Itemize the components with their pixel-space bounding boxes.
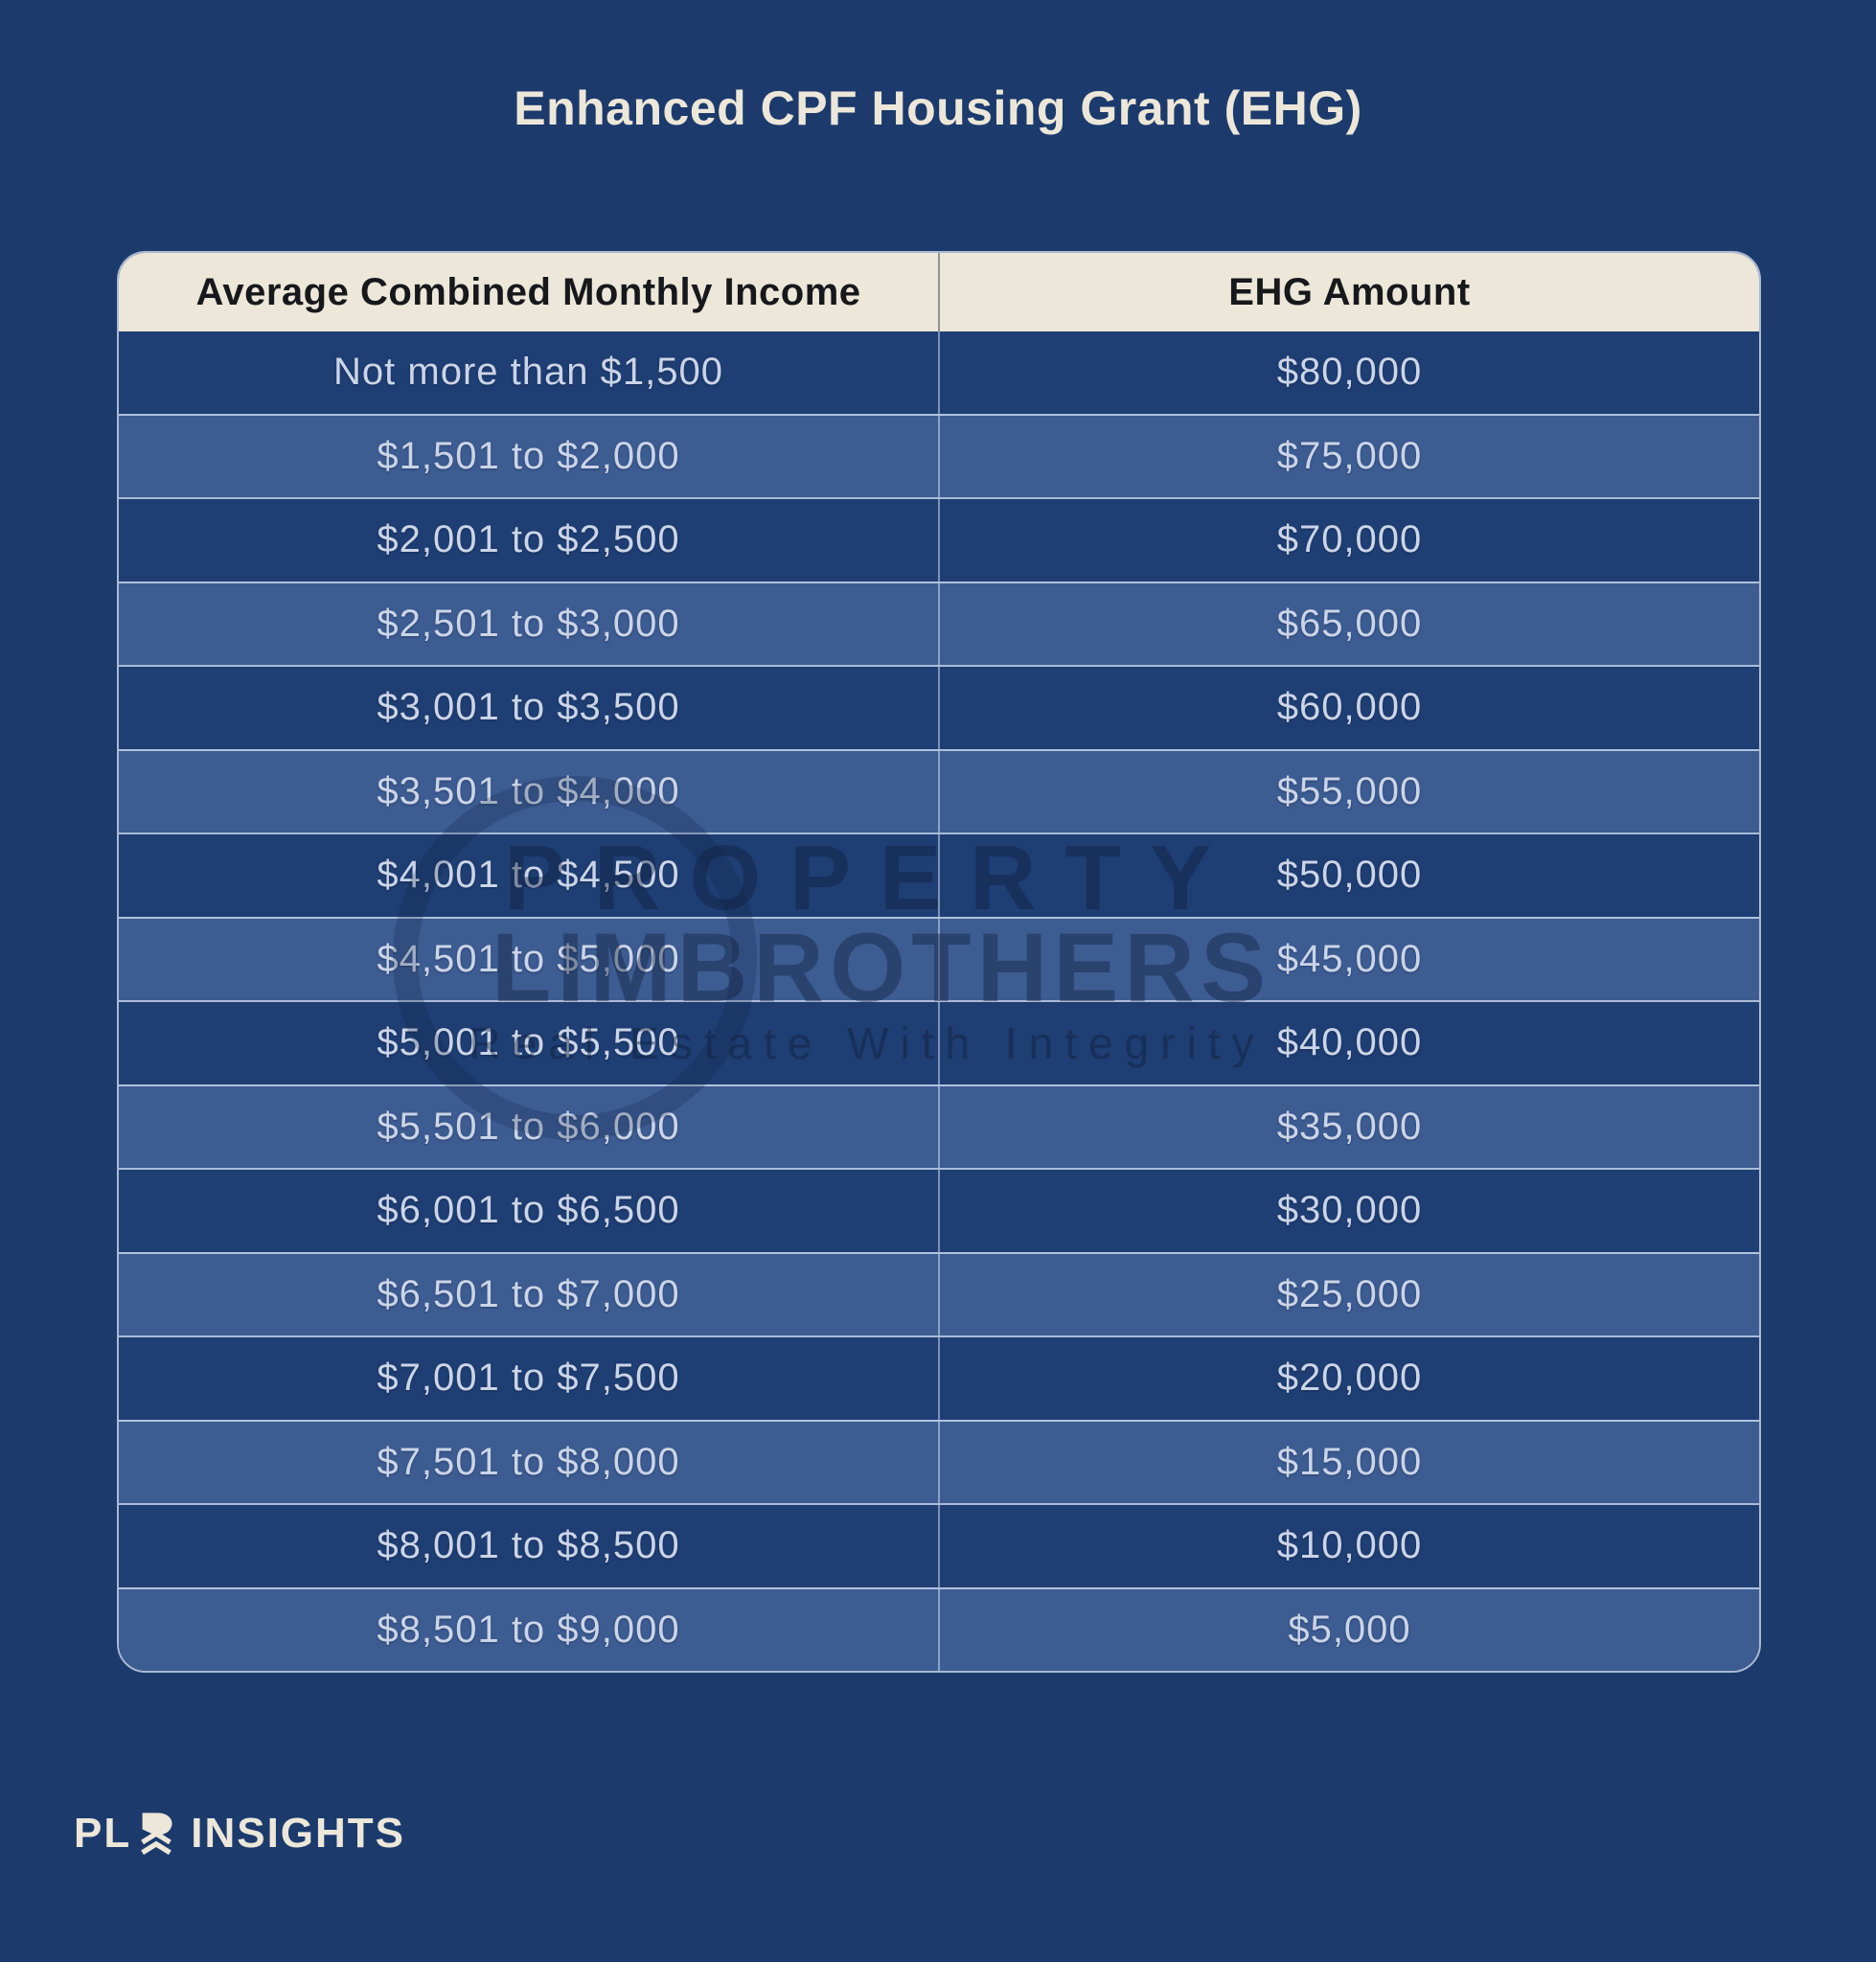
logo-insights-text: INSIGHTS <box>191 1810 406 1857</box>
income-cell: $2,501 to $3,000 <box>119 582 940 665</box>
table-row: $6,501 to $7,000 $25,000 <box>119 1251 1759 1335</box>
amount-cell: $5,000 <box>1288 1608 1411 1651</box>
amount-cell: $25,000 <box>1276 1272 1423 1315</box>
table-row: $7,001 to $7,500 $20,000 <box>119 1335 1759 1420</box>
income-cell: $4,501 to $5,000 <box>119 918 940 1000</box>
income-cell: $8,501 to $9,000 <box>119 1588 940 1671</box>
page-title: Enhanced CPF Housing Grant (EHG) <box>514 81 1362 135</box>
amount-cell: $40,000 <box>1276 1021 1423 1064</box>
amount-cell: $65,000 <box>1276 602 1423 645</box>
amount-cell: $70,000 <box>1276 518 1423 561</box>
income-cell: $3,501 to $4,000 <box>119 750 940 833</box>
amount-cell: $35,000 <box>1276 1105 1423 1148</box>
income-cell: $1,501 to $2,000 <box>119 415 940 497</box>
amount-cell: $80,000 <box>1276 351 1423 394</box>
plb-insights-logo: PL INSIGHTS <box>74 1809 405 1859</box>
table-body: Not more than $1,500 $80,000 $1,501 to $… <box>119 331 1759 1671</box>
amount-cell: $45,000 <box>1276 937 1423 980</box>
amount-cell: $75,000 <box>1276 434 1423 477</box>
table-row: $3,501 to $4,000 $55,000 <box>119 748 1759 833</box>
table-row: $6,001 to $6,500 $30,000 <box>119 1168 1759 1252</box>
table-row: $5,001 to $5,500 $40,000 <box>119 1000 1759 1084</box>
income-cell: $6,501 to $7,000 <box>119 1253 940 1335</box>
ehg-grant-table: Average Combined Monthly Income EHG Amou… <box>117 251 1761 1673</box>
income-cell: $2,001 to $2,500 <box>119 499 940 582</box>
amount-cell: $50,000 <box>1276 854 1423 897</box>
income-cell: $8,001 to $8,500 <box>119 1505 940 1587</box>
header-cell-income: Average Combined Monthly Income <box>119 253 940 331</box>
header-cell-amount: EHG Amount <box>1228 270 1471 313</box>
table-row: $1,501 to $2,000 $75,000 <box>119 413 1759 497</box>
table-row: $5,501 to $6,000 $35,000 <box>119 1084 1759 1168</box>
income-cell: $7,001 to $7,500 <box>119 1337 940 1420</box>
plb-chevron-b-icon <box>139 1812 173 1856</box>
income-cell: $3,001 to $3,500 <box>119 667 940 749</box>
income-cell: $5,501 to $6,000 <box>119 1085 940 1168</box>
table-row: $4,501 to $5,000 $45,000 <box>119 916 1759 1000</box>
amount-cell: $30,000 <box>1276 1189 1423 1232</box>
table-row: $2,001 to $2,500 $70,000 <box>119 497 1759 582</box>
amount-cell: $60,000 <box>1276 686 1423 729</box>
table-row: $2,501 to $3,000 $65,000 <box>119 581 1759 665</box>
amount-cell: $55,000 <box>1276 769 1423 812</box>
table-row: $3,001 to $3,500 $60,000 <box>119 665 1759 749</box>
amount-cell: $15,000 <box>1276 1440 1423 1483</box>
table-row: $7,501 to $8,000 $15,000 <box>119 1419 1759 1503</box>
income-cell: $5,001 to $5,500 <box>119 1002 940 1084</box>
income-cell: $6,001 to $6,500 <box>119 1170 940 1252</box>
table-row: $8,501 to $9,000 $5,000 <box>119 1586 1759 1671</box>
table-row: $8,001 to $8,500 $10,000 <box>119 1503 1759 1587</box>
logo-pl-text: PL <box>74 1810 132 1857</box>
table-row: Not more than $1,500 $80,000 <box>119 331 1759 414</box>
income-cell: $4,001 to $4,500 <box>119 834 940 917</box>
table-header-row: Average Combined Monthly Income EHG Amou… <box>119 253 1759 331</box>
income-cell: Not more than $1,500 <box>119 331 940 414</box>
income-cell: $7,501 to $8,000 <box>119 1421 940 1503</box>
table-row: $4,001 to $4,500 $50,000 <box>119 833 1759 917</box>
amount-cell: $20,000 <box>1276 1357 1423 1400</box>
amount-cell: $10,000 <box>1276 1524 1423 1567</box>
